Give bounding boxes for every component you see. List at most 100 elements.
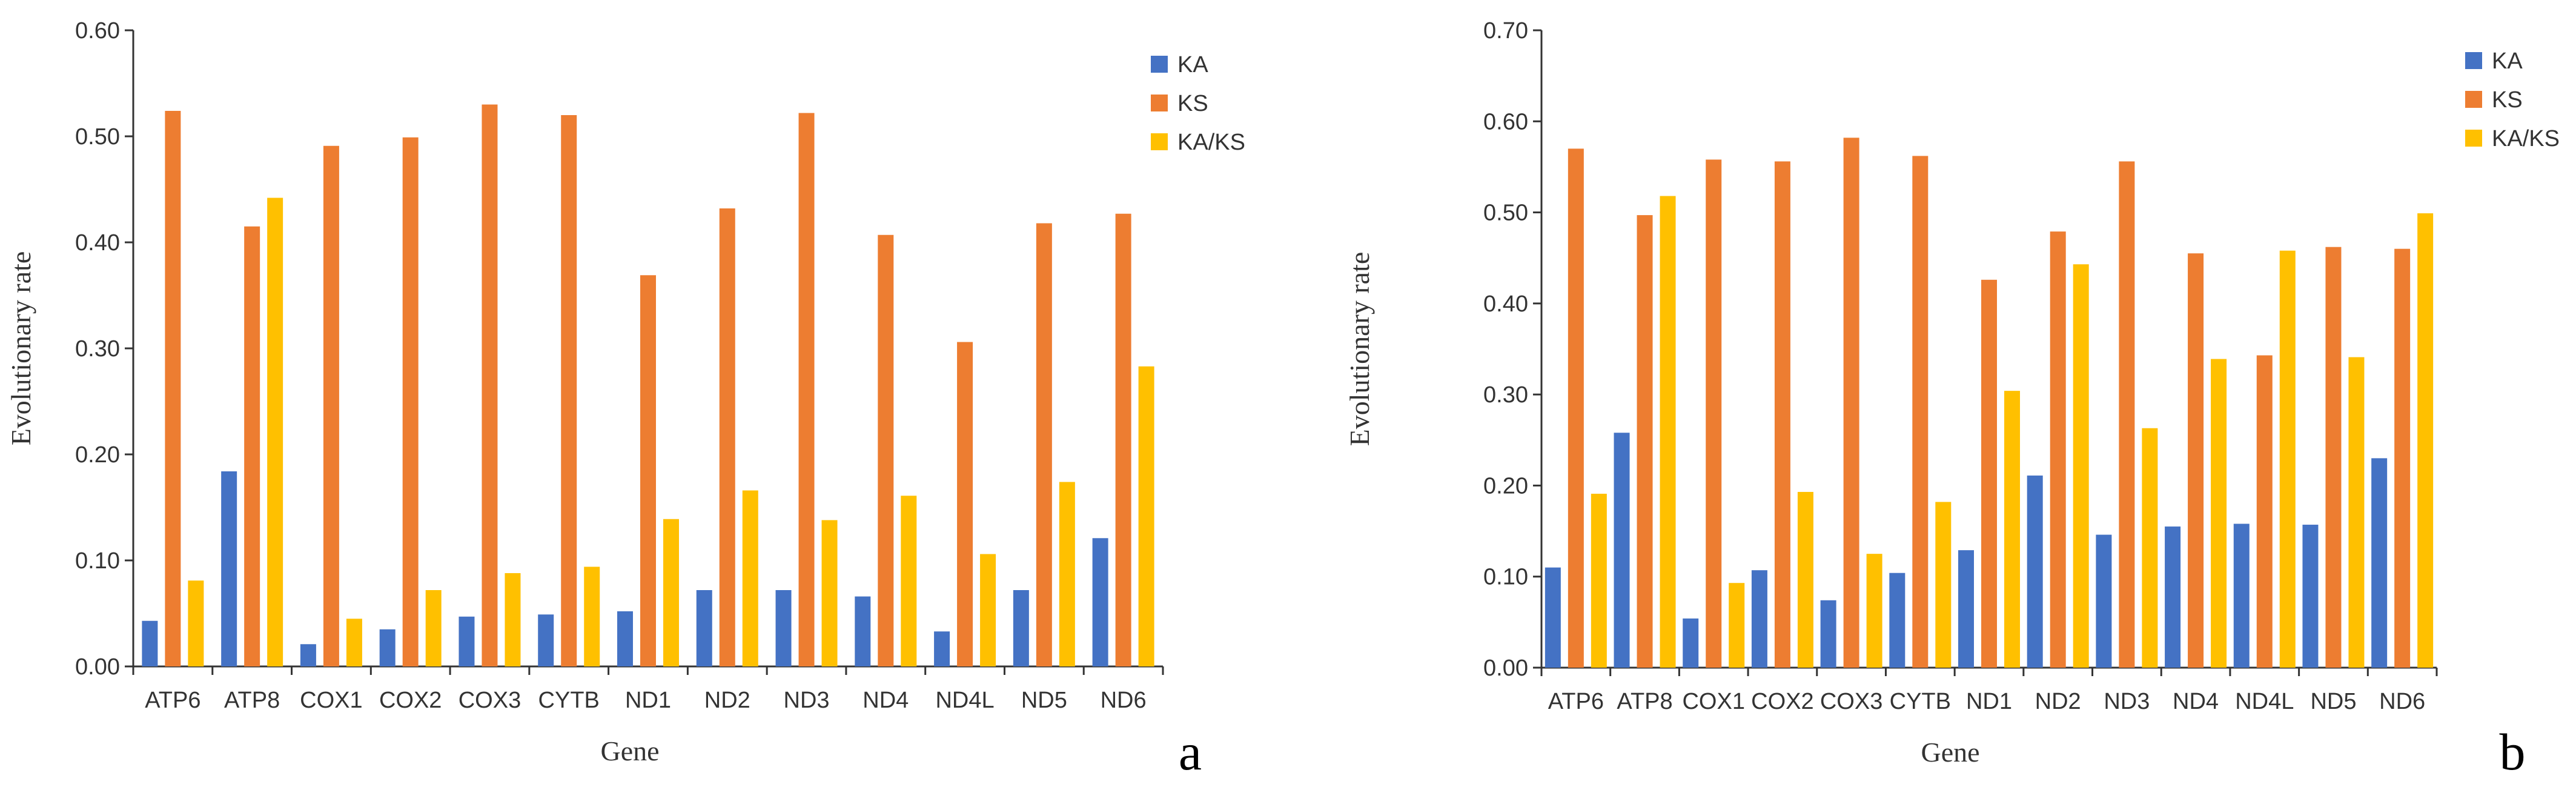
bar-ks-nd1 xyxy=(1981,279,1997,668)
bar-ka-nd3 xyxy=(2096,534,2112,668)
legend-label: KA/KS xyxy=(2492,126,2560,151)
bar-ka-ks-nd4l xyxy=(980,554,996,666)
bar-ka-nd4 xyxy=(855,596,871,666)
legend-label: KS xyxy=(2492,87,2523,113)
x-tick-label: COX2 xyxy=(1751,689,1813,714)
bar-ka-ks-nd1 xyxy=(663,519,679,666)
bar-ka-ks-nd5 xyxy=(2348,357,2365,668)
panel-letter: a xyxy=(1179,723,1202,781)
bar-ka-nd2 xyxy=(696,590,712,666)
x-tick-label: ATP6 xyxy=(145,688,200,713)
legend-swatch-ka xyxy=(2465,52,2482,69)
bar-ks-atp8 xyxy=(244,226,260,666)
x-tick-label: ND2 xyxy=(704,688,750,713)
x-axis-title: Gene xyxy=(1921,737,1979,768)
bar-ka-ks-atp6 xyxy=(188,580,204,666)
bar-ka-cox1 xyxy=(1683,618,1699,668)
bar-ks-cytb xyxy=(561,115,577,666)
x-tick-label: ATP6 xyxy=(1548,689,1604,714)
bar-ks-nd6 xyxy=(2394,248,2411,668)
bar-ka-atp8 xyxy=(221,471,237,666)
x-tick-label: ATP8 xyxy=(224,688,280,713)
chart-panel-a: 0.00 0.10 0.20 0.30 0.40 0.50 0.60 ATP6 ATP8 COX1… xyxy=(5,18,1245,781)
bar-ks-nd5 xyxy=(2325,247,2342,668)
bar-ka-ks-cytb xyxy=(1935,502,1952,668)
y-tick-label: 0.30 xyxy=(75,336,120,362)
bar-ks-cox3 xyxy=(1843,138,1859,668)
bar-ka-cytb xyxy=(538,614,554,666)
x-tick-label: COX3 xyxy=(1820,689,1882,714)
bar-ka-cox1 xyxy=(300,644,316,666)
bar-ka-atp6 xyxy=(1545,567,1561,668)
bar-ka-ks-nd4 xyxy=(2211,359,2227,668)
bar-ka-ks-cytb xyxy=(584,566,600,666)
x-tick-label: ND4L xyxy=(935,688,994,713)
legend-label: KA/KS xyxy=(1177,130,1245,155)
y-axis-title: Evolutionary rate xyxy=(5,251,36,446)
bar-ks-nd4 xyxy=(2188,253,2204,668)
x-tick-label: ND4L xyxy=(2235,689,2294,714)
bar-ks-nd3 xyxy=(798,113,815,666)
bar-ks-nd6 xyxy=(1115,213,1131,666)
bar-ka-ks-cox1 xyxy=(1729,583,1745,668)
y-tick-label: 0.60 xyxy=(1483,109,1528,134)
bar-ks-nd3 xyxy=(2119,161,2135,668)
bar-ka-cox3 xyxy=(459,616,475,666)
x-tick-label: CYTB xyxy=(1890,689,1951,714)
x-tick-label: ND6 xyxy=(1101,688,1147,713)
bar-ks-nd5 xyxy=(1036,223,1052,666)
y-tick-label: 0.40 xyxy=(75,230,120,256)
bar-ks-cox2 xyxy=(402,137,419,666)
bar-ka-cytb xyxy=(1889,573,1906,668)
bar-ka-nd5 xyxy=(1013,590,1029,666)
legend-swatch-ks xyxy=(2465,91,2482,108)
legend-swatch-ks xyxy=(1151,95,1168,111)
bar-ka-nd1 xyxy=(1958,550,1974,668)
y-tick-label: 0.00 xyxy=(75,654,120,680)
x-tick-label: CYTB xyxy=(538,688,600,713)
bar-ka-ks-nd1 xyxy=(2004,391,2020,668)
bar-ka-nd4 xyxy=(2165,526,2181,668)
y-tick-label: 0.70 xyxy=(1483,18,1528,44)
y-tick-label: 0.40 xyxy=(1483,291,1528,317)
legend-label: KA xyxy=(1177,52,1208,78)
legend: KA KS KA/KS xyxy=(1151,52,1245,155)
legend-swatch-ka xyxy=(1151,56,1168,73)
bar-ka-nd4l xyxy=(2233,523,2250,668)
y-tick-label: 0.60 xyxy=(75,18,120,44)
x-tick-label: ND4 xyxy=(863,688,909,713)
bar-ka-cox2 xyxy=(379,629,396,666)
bar-ka-ks-nd4 xyxy=(901,496,917,666)
x-tick-label: COX1 xyxy=(300,688,362,713)
x-tick-label: COX2 xyxy=(379,688,442,713)
bar-ks-nd4l xyxy=(957,342,973,666)
bar-ka-ks-cox3 xyxy=(505,573,521,666)
bar-ks-nd4 xyxy=(878,234,894,666)
bar-ka-atp6 xyxy=(142,620,158,666)
bar-ka-cox2 xyxy=(1751,570,1767,668)
y-tick-label: 0.10 xyxy=(75,548,120,574)
x-tick-label: ND6 xyxy=(2379,689,2425,714)
legend-label: KA xyxy=(2492,48,2523,74)
bar-ka-nd3 xyxy=(775,590,792,666)
bar-ka-ks-nd5 xyxy=(1059,482,1075,666)
bar-ks-nd1 xyxy=(640,275,656,666)
x-tick-label: ND4 xyxy=(2173,689,2219,714)
x-tick-label: ND3 xyxy=(784,688,830,713)
bar-ks-cox3 xyxy=(482,104,498,666)
legend-label: KS xyxy=(1177,91,1208,116)
bar-ka-ks-nd6 xyxy=(1138,366,1154,666)
x-tick-label: ND1 xyxy=(625,688,671,713)
legend-swatch-ka-ks xyxy=(1151,133,1168,150)
y-tick-label: 0.20 xyxy=(1483,473,1528,499)
bar-ks-cox1 xyxy=(1706,159,1722,668)
bar-ka-ks-nd3 xyxy=(2142,428,2158,668)
x-axis-title: Gene xyxy=(600,736,659,766)
bar-ka-ks-nd2 xyxy=(742,490,758,666)
x-tick-label: ATP8 xyxy=(1617,689,1672,714)
bar-ka-ks-cox3 xyxy=(1866,554,1882,668)
bar-ks-nd2 xyxy=(2050,231,2066,668)
y-tick-label: 0.50 xyxy=(75,124,120,150)
bar-ka-ks-atp6 xyxy=(1591,493,1607,668)
